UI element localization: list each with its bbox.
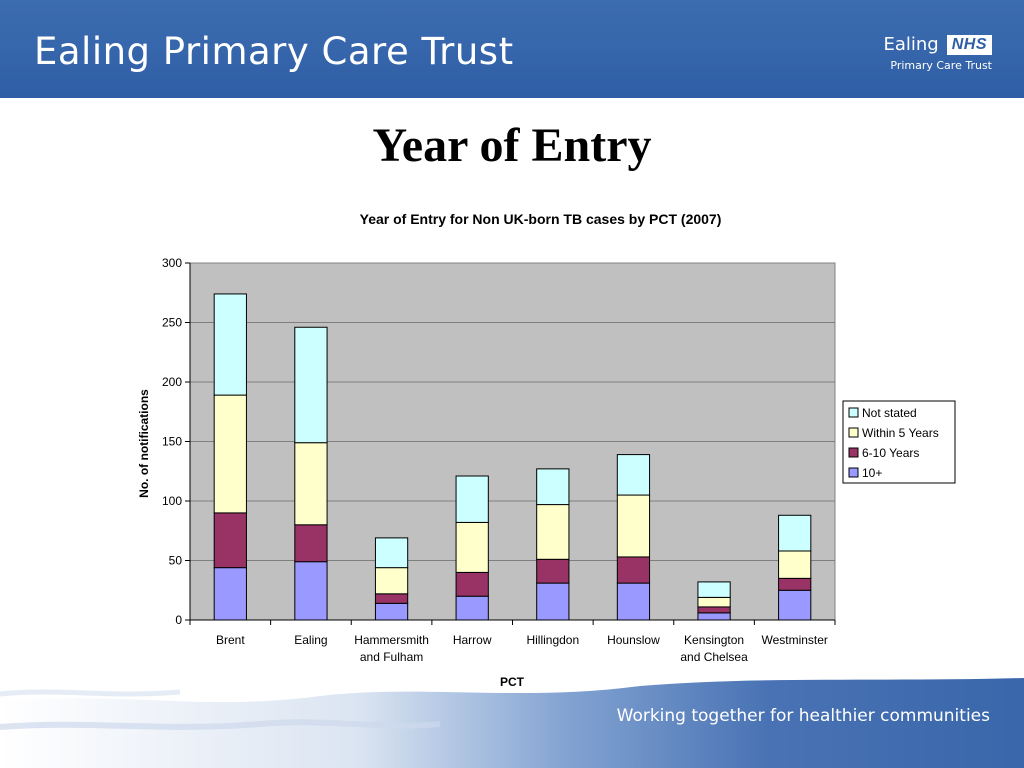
nhs-logo: Ealing NHS Primary Care Trust (883, 34, 992, 72)
legend (842, 400, 956, 484)
bar-segment (455, 521, 489, 573)
bar-segment (374, 593, 409, 604)
bar-segment (213, 567, 247, 621)
y-tick-label: 300 (162, 256, 182, 270)
legend-swatch (848, 447, 859, 458)
bar-segment (536, 582, 570, 621)
legend-label: 10+ (862, 466, 882, 480)
x-tick-label: and Chelsea (680, 650, 748, 664)
footer-band (0, 678, 1024, 768)
bar-segment (778, 550, 812, 579)
bar-segment (294, 561, 328, 621)
legend-label: Not stated (862, 406, 917, 420)
bar-segment (374, 567, 409, 595)
bar-segment (536, 504, 570, 560)
bar-segment (213, 512, 247, 569)
legend-swatch (848, 467, 859, 478)
y-tick-label: 150 (162, 435, 182, 449)
legend-label: Within 5 Years (862, 426, 939, 440)
x-tick-label: Hillingdon (526, 633, 579, 647)
chart-title: Year of Entry for Non UK-born TB cases b… (360, 211, 722, 227)
logo-subtitle: Primary Care Trust (890, 59, 992, 72)
bar-segment (374, 602, 409, 621)
bar-segment (697, 596, 731, 608)
bar-segment (455, 571, 489, 597)
nhs-badge: NHS (946, 34, 992, 55)
y-axis-title: No. of notifications (137, 389, 151, 498)
y-tick-label: 0 (175, 613, 182, 627)
legend-swatch (848, 407, 859, 418)
bar-segment (294, 442, 328, 526)
bar-segment (294, 326, 328, 444)
bar-segment (213, 293, 247, 396)
header-banner: Ealing Primary Care Trust Ealing NHS Pri… (0, 0, 1024, 98)
y-tick-label: 50 (169, 554, 183, 568)
x-tick-label: Hounslow (607, 633, 660, 647)
x-tick-label: Kensington (684, 633, 744, 647)
bar-segment (697, 606, 731, 614)
x-tick-label: Harrow (453, 633, 492, 647)
bar-segment (536, 558, 570, 584)
legend-swatch (848, 427, 859, 438)
bar-segment (697, 581, 731, 598)
x-tick-label: Hammersmith (354, 633, 429, 647)
bar-segment (455, 595, 489, 621)
y-tick-label: 200 (162, 375, 182, 389)
bar-segment (697, 612, 731, 621)
bar-segment (616, 582, 651, 621)
bar-segment (455, 475, 489, 523)
bar-segment (213, 394, 247, 514)
x-tick-label: Westminster (761, 633, 827, 647)
bar-segment (294, 524, 328, 563)
bar-segment (778, 514, 812, 552)
bar-segment (374, 537, 409, 569)
bar-segment (536, 468, 570, 506)
bar-segment (616, 556, 651, 584)
slide-title: Year of Entry (372, 119, 652, 172)
x-tick-label: Brent (216, 633, 245, 647)
legend-label: 6-10 Years (862, 446, 919, 460)
bar-segment (616, 454, 651, 496)
x-tick-label: Ealing (294, 633, 327, 647)
bar-segment (778, 589, 812, 621)
footer-tagline: Working together for healthier communiti… (616, 706, 990, 726)
logo-name: Ealing (883, 34, 939, 55)
y-tick-label: 100 (162, 494, 182, 508)
bar-segment (778, 577, 812, 591)
x-tick-label: and Fulham (360, 650, 423, 664)
x-axis-title: PCT (500, 675, 525, 689)
y-tick-label: 250 (162, 316, 182, 330)
org-title: Ealing Primary Care Trust (34, 30, 514, 73)
bar-segment (616, 494, 651, 558)
